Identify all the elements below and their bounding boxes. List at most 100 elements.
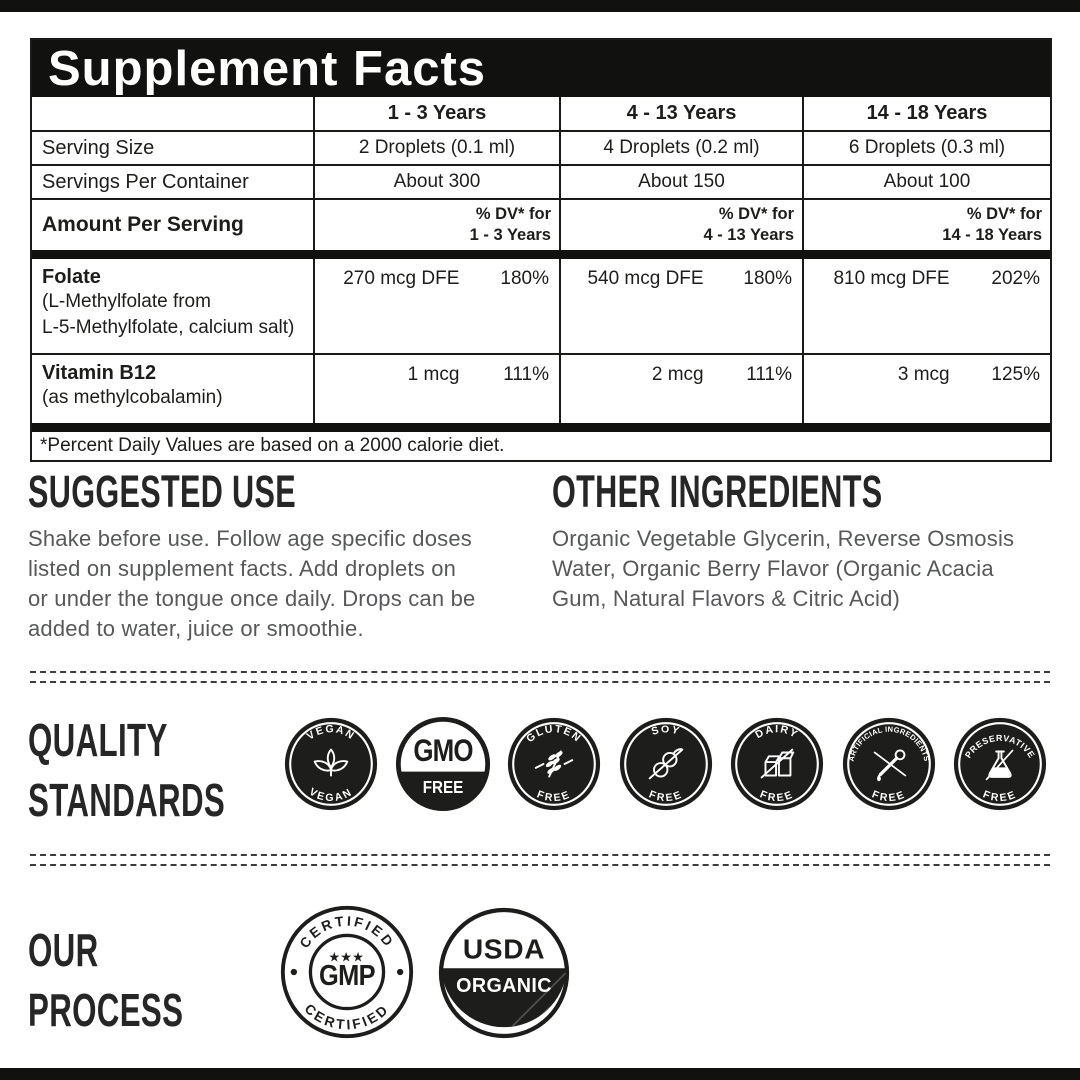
process-heading-line1: OUR	[28, 924, 99, 976]
svg-text:FREE: FREE	[870, 788, 908, 804]
other-ingredients-heading-text: OTHER INGREDIENTS	[552, 466, 883, 517]
dv-header-1: % DV* for 1 - 3 Years	[313, 200, 559, 250]
dv-percent: 111%	[746, 364, 792, 385]
nutrient-detail: (as methylcobalamin)	[42, 387, 223, 408]
nutrient-detail: (L-Methylfolate from	[42, 291, 211, 312]
other-ingredients-heading: OTHER INGREDIENTS	[552, 466, 1038, 518]
other-ingredients-body: Organic Vegetable Glycerin, Reverse Osmo…	[552, 526, 1015, 611]
dv-percent: 180%	[500, 268, 549, 289]
process-heading-line2: PROCESS	[28, 984, 184, 1036]
serving-size-3: 6 Droplets (0.3 ml)	[802, 132, 1050, 164]
dv-age-3: 14 - 18 Years	[942, 226, 1042, 244]
artificial-ingredients-free-badge: ARTIFICIAL INGREDIENTS FREE	[842, 717, 935, 811]
svg-text:GMP: GMP	[319, 959, 375, 992]
soybean-icon	[648, 748, 683, 780]
suggested-use-heading-text: SUGGESTED USE	[28, 466, 296, 517]
serving-size-label: Serving Size	[42, 136, 155, 159]
dashed-divider	[30, 671, 1050, 683]
age-group-header-row: 1 - 3 Years 4 - 13 Years 14 - 18 Years	[32, 97, 1050, 132]
wheat-icon	[534, 750, 574, 778]
gmo-free-badge: GMO FREE	[395, 716, 490, 812]
svg-text:SOY: SOY	[650, 723, 682, 738]
amount-per-serving-label: Amount Per Serving	[42, 213, 244, 236]
vegan-badge: VEGAN VEGAN	[284, 717, 378, 811]
age-group-3: 14 - 18 Years	[802, 97, 1050, 130]
serving-size-row: Serving Size 2 Droplets (0.1 ml) 4 Dropl…	[32, 132, 1050, 166]
folate-value-1: 270 mcg DFE 180%	[313, 259, 559, 353]
empty-header-cell	[32, 97, 313, 130]
amount-value: 540 mcg DFE	[587, 268, 704, 289]
age-group-1: 1 - 3 Years	[313, 97, 559, 130]
dv-header-3: % DV* for 14 - 18 Years	[802, 200, 1050, 250]
svg-text:USDA: USDA	[463, 933, 545, 964]
serving-size-2: 4 Droplets (0.2 ml)	[559, 132, 802, 164]
amount-value: 3 mcg	[897, 364, 950, 385]
gluten-free-badge: GLUTEN FREE	[507, 717, 601, 811]
amount-value: 2 mcg	[651, 364, 704, 385]
gmp-certified-badge: CERTIFIED CERTIFIED ★★★ GMP	[280, 905, 414, 1039]
quality-heading-line2: STANDARDS	[28, 774, 226, 826]
dv-for-label: % DV* for	[475, 204, 551, 223]
bottom-border-bar	[0, 1068, 1080, 1080]
svg-text:FREE: FREE	[981, 788, 1019, 804]
folate-label-cell: Folate (L-Methylfolate from L-5-Methylfo…	[32, 259, 313, 353]
supplement-facts-panel: Supplement Facts 1 - 3 Years 4 - 13 Year…	[30, 38, 1052, 462]
servings-count-2: About 150	[559, 166, 802, 198]
svg-text:FREE: FREE	[422, 778, 463, 797]
dv-percent: 202%	[991, 268, 1040, 289]
folate-value-3: 810 mcg DFE 202%	[802, 259, 1050, 353]
stars: ★★★	[329, 951, 365, 964]
folate-row: Folate (L-Methylfolate from L-5-Methylfo…	[32, 259, 1050, 355]
age-group-2: 4 - 13 Years	[559, 97, 802, 130]
suggested-use-body: Shake before use. Follow age specific do…	[28, 526, 476, 641]
b12-label-cell: Vitamin B12 (as methylcobalamin)	[32, 355, 313, 423]
folate-value-2: 540 mcg DFE 180%	[559, 259, 802, 353]
dv-age-1: 1 - 3 Years	[469, 226, 551, 244]
dv-header-2: % DV* for 4 - 13 Years	[559, 200, 802, 250]
milk-carton-icon	[760, 748, 795, 779]
amount-per-serving-row: Amount Per Serving % DV* for 1 - 3 Years…	[32, 200, 1050, 250]
nutrient-name: Vitamin B12	[42, 362, 157, 384]
svg-text:FREE: FREE	[647, 788, 685, 804]
svg-text:FREE: FREE	[758, 788, 796, 804]
dashed-divider	[30, 854, 1050, 866]
dropper-icon	[873, 749, 906, 782]
amount-value: 270 mcg DFE	[343, 268, 460, 289]
serving-size-1: 2 Droplets (0.1 ml)	[313, 132, 559, 164]
nutrient-detail: L-5-Methylfolate, calcium salt)	[42, 316, 295, 338]
quality-badges-row: VEGAN VEGAN GMO FREE	[283, 716, 1048, 812]
servings-per-container-label: Servings Per Container	[42, 170, 249, 193]
b12-value-3: 3 mcg 125%	[802, 355, 1050, 423]
quality-standards-heading: QUALITY STANDARDS	[28, 710, 318, 830]
servings-per-container-row: Servings Per Container About 300 About 1…	[32, 166, 1050, 200]
top-border-bar	[0, 0, 1080, 12]
servings-count-3: About 100	[802, 166, 1050, 198]
supplement-facts-title: Supplement Facts	[32, 40, 1050, 97]
preservative-free-badge: PRESERVATIVE FREE	[953, 717, 1047, 811]
svg-text:GMO: GMO	[413, 734, 473, 769]
usda-organic-badge: USDA ORGANIC	[438, 907, 570, 1039]
dv-percent: 180%	[743, 268, 792, 289]
dairy-free-badge: DAIRY FREE	[730, 717, 824, 811]
quality-heading-line1: QUALITY	[28, 714, 168, 766]
daily-value-footnote: *Percent Daily Values are based on a 200…	[40, 435, 505, 456]
b12-value-2: 2 mcg 111%	[559, 355, 802, 423]
dv-percent: 111%	[503, 364, 549, 385]
svg-text:ORGANIC: ORGANIC	[456, 974, 552, 997]
dv-for-label: % DV* for	[718, 204, 794, 223]
svg-text:DAIRY: DAIRY	[753, 723, 800, 741]
svg-text:FREE: FREE	[535, 788, 573, 804]
amount-value: 1 mcg	[407, 364, 460, 385]
dv-age-2: 4 - 13 Years	[703, 226, 794, 244]
soy-free-badge: SOY FREE	[619, 717, 712, 811]
dv-for-label: % DV* for	[966, 204, 1042, 223]
leaf-sprout-icon	[313, 748, 349, 777]
amount-value: 810 mcg DFE	[833, 268, 950, 289]
suggested-use-heading: SUGGESTED USE	[28, 466, 422, 518]
flask-icon	[985, 749, 1014, 781]
svg-text:VEGAN: VEGAN	[307, 786, 355, 804]
b12-value-1: 1 mcg 111%	[313, 355, 559, 423]
servings-count-1: About 300	[313, 166, 559, 198]
our-process-heading: OUR PROCESS	[28, 920, 256, 1040]
